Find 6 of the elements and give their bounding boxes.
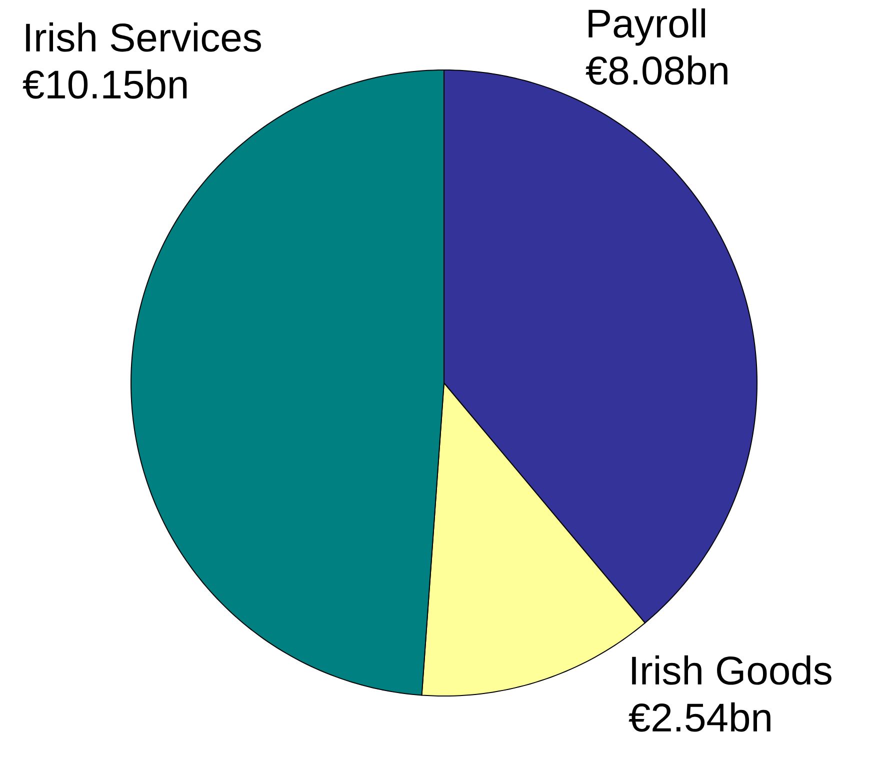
slice-label: Irish Goods <box>632 655 832 685</box>
slice-label: Payroll <box>588 8 705 46</box>
slice-label: Irish Services <box>26 22 261 52</box>
data-label: €8.08bn <box>586 55 728 85</box>
data-label: €2.54bn <box>628 702 770 732</box>
data-label: €10.15bn <box>22 69 187 99</box>
